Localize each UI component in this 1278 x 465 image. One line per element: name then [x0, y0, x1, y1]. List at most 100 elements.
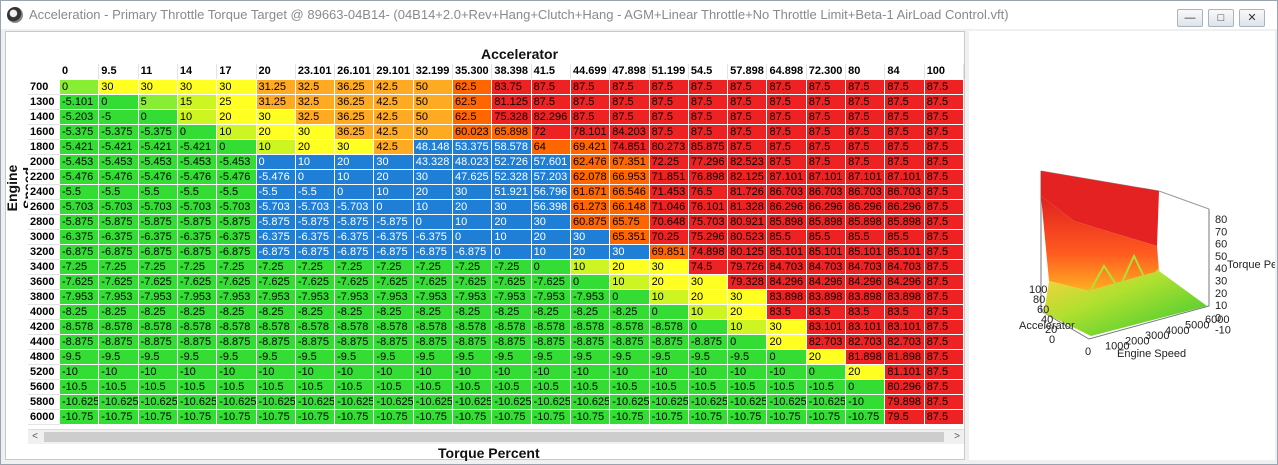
table-cell[interactable]: -10.625	[649, 395, 689, 410]
table-cell[interactable]: 30	[217, 80, 257, 95]
table-cell[interactable]: -5.421	[60, 140, 100, 155]
table-cell[interactable]: 87.5	[846, 95, 886, 110]
table-cell[interactable]: 48.148	[413, 140, 454, 155]
table-cell[interactable]: -7.25	[60, 260, 100, 275]
table-cell[interactable]: 0	[453, 230, 493, 245]
table-cell[interactable]: 72.25	[649, 155, 689, 170]
table-cell[interactable]: -10.625	[335, 395, 375, 410]
table-cell[interactable]: -9.5	[570, 350, 611, 365]
table-cell[interactable]: -10	[335, 365, 375, 380]
table-cell[interactable]: 87.5	[728, 110, 768, 125]
table-cell[interactable]: -10.75	[256, 410, 296, 425]
table-cell[interactable]: -5.703	[256, 200, 296, 215]
table-cell[interactable]: -10.5	[256, 380, 296, 395]
table-cell[interactable]: -8.875	[177, 335, 218, 350]
table-cell[interactable]: -10	[217, 365, 257, 380]
table-cell[interactable]: 10	[413, 200, 454, 215]
table-cell[interactable]: -10.75	[374, 410, 414, 425]
table-cell[interactable]: 20	[531, 230, 571, 245]
table-cell[interactable]: -8.578	[374, 320, 414, 335]
table-cell[interactable]: 84.203	[610, 125, 650, 140]
table-cell[interactable]: -7.953	[492, 290, 532, 305]
table-cell[interactable]: 20	[256, 125, 296, 140]
table-cell[interactable]: -5.703	[60, 200, 100, 215]
table-cell[interactable]: -6.375	[374, 230, 414, 245]
table-cell[interactable]: 86.703	[767, 185, 807, 200]
table-cell[interactable]: 87.5	[885, 110, 925, 125]
table-cell[interactable]: -6.375	[335, 230, 375, 245]
table-cell[interactable]: 72	[531, 125, 571, 140]
table-cell[interactable]: 81.328	[728, 200, 768, 215]
table-cell[interactable]: -10.75	[217, 410, 257, 425]
table-cell[interactable]: 87.5	[924, 95, 964, 110]
table-cell[interactable]: 10	[649, 290, 689, 305]
table-cell[interactable]: -6.875	[335, 245, 375, 260]
table-cell[interactable]: 81.898	[885, 350, 925, 365]
table-cell[interactable]: 10	[610, 275, 650, 290]
table-cell[interactable]: -8.875	[649, 335, 689, 350]
table-cell[interactable]: -10	[177, 365, 218, 380]
table-cell[interactable]: 10	[217, 125, 257, 140]
table-cell[interactable]: 87.5	[767, 140, 807, 155]
table-cell[interactable]: 30	[138, 80, 178, 95]
table-cell[interactable]: 71.851	[649, 170, 689, 185]
table-cell[interactable]: 87.5	[924, 215, 964, 230]
table-cell[interactable]: -5.5	[99, 185, 139, 200]
table-cell[interactable]: 86.296	[806, 200, 847, 215]
table-cell[interactable]: -7.953	[374, 290, 414, 305]
table-cell[interactable]: -8.25	[570, 305, 611, 320]
table-cell[interactable]: -5.453	[217, 155, 257, 170]
table-cell[interactable]: 20	[217, 110, 257, 125]
table-cell[interactable]: 76.898	[688, 170, 729, 185]
table-cell[interactable]: 87.5	[924, 305, 964, 320]
table-cell[interactable]: -8.875	[492, 335, 532, 350]
table-cell[interactable]: -8.25	[610, 305, 650, 320]
table-cell[interactable]: 0	[256, 155, 296, 170]
table-cell[interactable]: -5.476	[138, 170, 178, 185]
table-cell[interactable]: -5.703	[99, 200, 139, 215]
table-cell[interactable]: 0	[649, 305, 689, 320]
table-cell[interactable]: 10	[453, 215, 493, 230]
table-cell[interactable]: -7.25	[492, 260, 532, 275]
table-cell[interactable]: 42.5	[374, 140, 414, 155]
table-cell[interactable]: -9.5	[138, 350, 178, 365]
table-cell[interactable]: -5.5	[138, 185, 178, 200]
table-cell[interactable]: -9.5	[649, 350, 689, 365]
table-cell[interactable]: 20	[295, 140, 336, 155]
table-cell[interactable]: -5.453	[177, 155, 218, 170]
table-cell[interactable]: -10.75	[177, 410, 218, 425]
table-cell[interactable]: -5.476	[99, 170, 139, 185]
table-cell[interactable]: 42.5	[374, 125, 414, 140]
table-cell[interactable]: 10	[570, 260, 611, 275]
table-cell[interactable]: 79.726	[728, 260, 768, 275]
table-cell[interactable]: 0	[492, 245, 532, 260]
table-cell[interactable]: -10.625	[531, 395, 571, 410]
table-cell[interactable]: 57.601	[531, 155, 571, 170]
table-cell[interactable]: 87.5	[924, 320, 964, 335]
table-cell[interactable]: 87.5	[924, 350, 964, 365]
table-cell[interactable]: -10.5	[610, 380, 650, 395]
table-cell[interactable]: 87.5	[924, 80, 964, 95]
table-cell[interactable]: 30	[413, 170, 454, 185]
table-cell[interactable]: -6.375	[177, 230, 218, 245]
table-cell[interactable]: 86.296	[846, 200, 886, 215]
table-cell[interactable]: 0	[728, 335, 768, 350]
table-cell[interactable]: -7.625	[256, 275, 296, 290]
table-cell[interactable]: -10.625	[256, 395, 296, 410]
table-cell[interactable]: 87.5	[924, 125, 964, 140]
table-cell[interactable]: -8.25	[335, 305, 375, 320]
table-cell[interactable]: -8.578	[649, 320, 689, 335]
table-cell[interactable]: -9.5	[99, 350, 139, 365]
table-cell[interactable]: 74.5	[688, 260, 729, 275]
table-cell[interactable]: 20	[492, 215, 532, 230]
table-cell[interactable]: 30	[610, 245, 650, 260]
table-cell[interactable]: -7.953	[256, 290, 296, 305]
table-cell[interactable]: -10.5	[806, 380, 847, 395]
table-cell[interactable]: -10.625	[217, 395, 257, 410]
table-cell[interactable]: 87.5	[924, 335, 964, 350]
maximize-button[interactable]: □	[1208, 9, 1234, 27]
table-cell[interactable]: 20	[846, 365, 886, 380]
table-cell[interactable]: 0	[767, 350, 807, 365]
table-cell[interactable]: 87.5	[806, 140, 847, 155]
table-cell[interactable]: -10	[374, 365, 414, 380]
